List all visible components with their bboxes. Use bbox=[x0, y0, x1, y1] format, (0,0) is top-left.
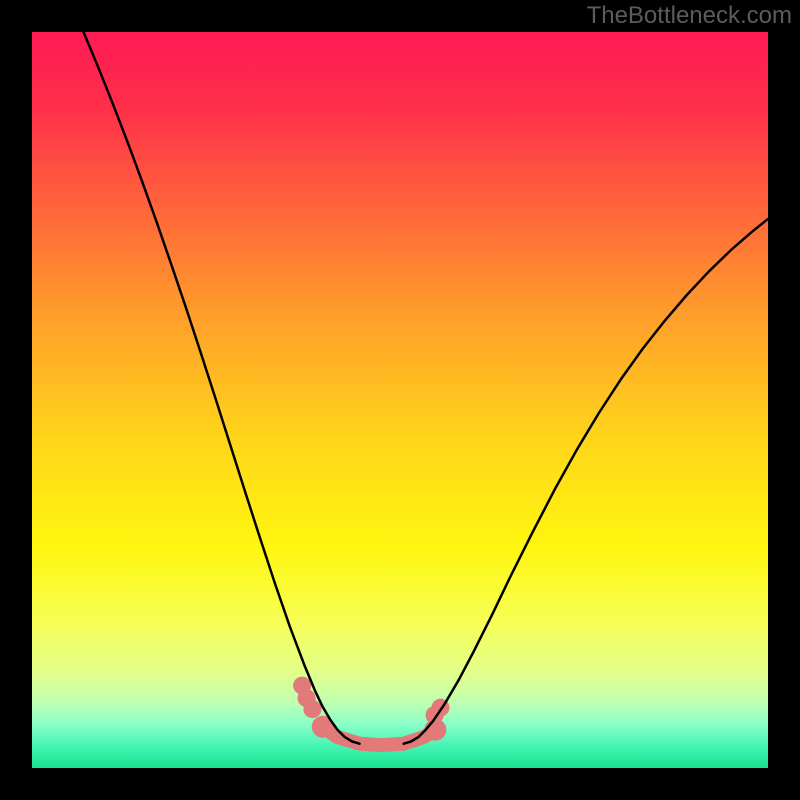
watermark-label: TheBottleneck.com bbox=[587, 2, 792, 30]
marker-dot bbox=[303, 700, 321, 718]
plot-area bbox=[32, 32, 768, 768]
chart-svg bbox=[32, 32, 768, 768]
chart-container: TheBottleneck.com bbox=[0, 0, 800, 800]
gradient-background bbox=[32, 32, 768, 768]
